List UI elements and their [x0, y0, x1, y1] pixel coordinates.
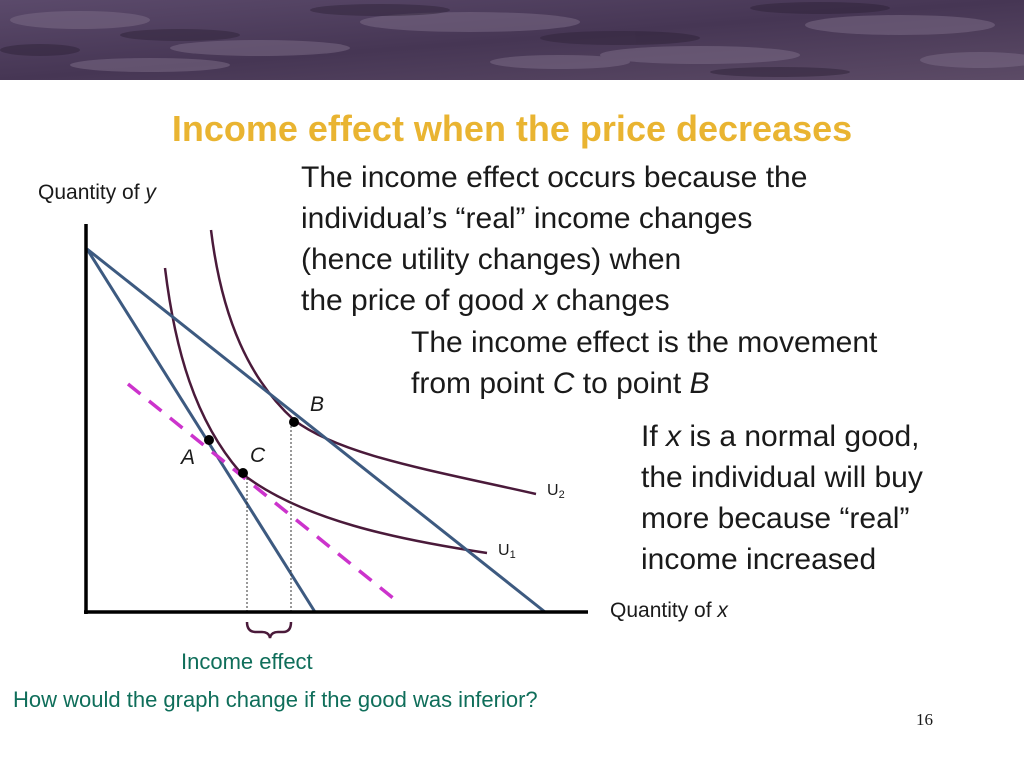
income-effect-label: Income effect — [181, 649, 313, 674]
text-line: from point C to point B — [411, 367, 710, 400]
text-line: more because “real” — [641, 502, 910, 535]
page-number: 16 — [916, 710, 933, 729]
point-c-marker — [238, 468, 248, 478]
budget-line-compensated — [126, 382, 395, 600]
discussion-question: How would the graph change if the good w… — [13, 687, 538, 712]
x-axis-label: Quantity of x — [610, 599, 728, 622]
text-line: The income effect occurs because the — [301, 161, 808, 194]
text-line: If x is a normal good, — [641, 420, 920, 453]
text-line: The income effect is the movement — [411, 326, 878, 359]
banner-texture — [0, 0, 1024, 80]
text-line: income increased — [641, 543, 877, 576]
point-a-label: A — [181, 446, 196, 469]
income-effect-bracket — [245, 621, 293, 639]
explanation-paragraph-2: The income effect is the movement from p… — [411, 322, 971, 404]
indifference-curve-u1 — [163, 267, 488, 555]
text-line: individual’s “real” income changes — [301, 202, 753, 235]
budget-line-original — [85, 248, 317, 613]
u1-label: U1 — [498, 542, 516, 561]
explanation-paragraph-3: If x is a normal good, the individual wi… — [641, 416, 1001, 580]
point-c-label: C — [250, 444, 266, 467]
text-line: the individual will buy — [641, 461, 923, 494]
budget-line-new — [86, 247, 546, 614]
slide-title: Income effect when the price decreases — [171, 108, 853, 149]
point-b-marker — [289, 417, 299, 427]
explanation-paragraph-1: The income effect occurs because the ind… — [301, 157, 901, 321]
point-b-label: B — [310, 393, 325, 416]
header-banner — [0, 0, 1024, 80]
y-axis-label: Quantity of y — [38, 181, 156, 204]
text-line: (hence utility changes) when — [301, 243, 682, 276]
text-line: the price of good x changes — [301, 284, 670, 317]
u2-label: U2 — [547, 482, 565, 501]
point-a-marker — [204, 435, 214, 445]
